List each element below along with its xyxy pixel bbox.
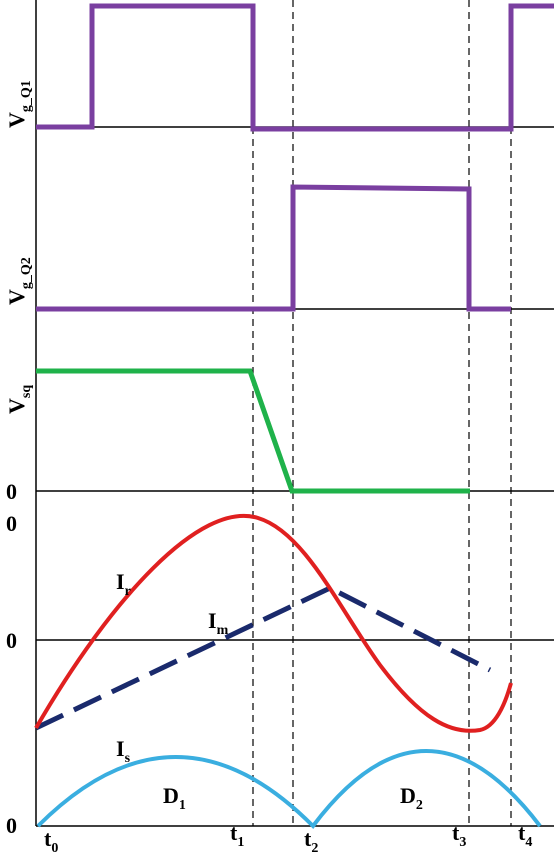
t1-label: t1 (230, 820, 244, 850)
i-r-label: Ir (116, 569, 131, 599)
v-sq-label: Vsq (4, 385, 34, 414)
i-m-label: Im (208, 608, 229, 638)
vg-q2-waveform (36, 184, 511, 312)
t0-label: t0 (44, 826, 58, 856)
i-r-waveform (34, 514, 513, 733)
zero-label-currents-top: 0 (6, 511, 17, 536)
d1-label: D1 (163, 783, 186, 813)
vg-q2-label: Vg_Q2 (4, 257, 34, 305)
i-s-waveform (36, 749, 542, 830)
t2-label: t2 (304, 826, 318, 856)
i-s-label: Is (116, 736, 131, 766)
vg-q1-label: Vg_Q1 (4, 80, 34, 128)
v-sq-waveform (36, 368, 470, 494)
i-m-waveform (34, 585, 492, 731)
vg-q1-waveform (36, 3, 554, 132)
t3-label: t3 (452, 820, 466, 850)
zero-label-is: 0 (6, 813, 17, 838)
svg-text:Vsq: Vsq (4, 385, 34, 414)
svg-text:Vg_Q1: Vg_Q1 (4, 80, 34, 128)
svg-text:Vg_Q2: Vg_Q2 (4, 257, 34, 305)
zero-label-vsq: 0 (6, 479, 17, 504)
d2-label: D2 (400, 783, 423, 813)
t4-label: t4 (518, 820, 532, 850)
zero-label-ir: 0 (6, 628, 17, 653)
